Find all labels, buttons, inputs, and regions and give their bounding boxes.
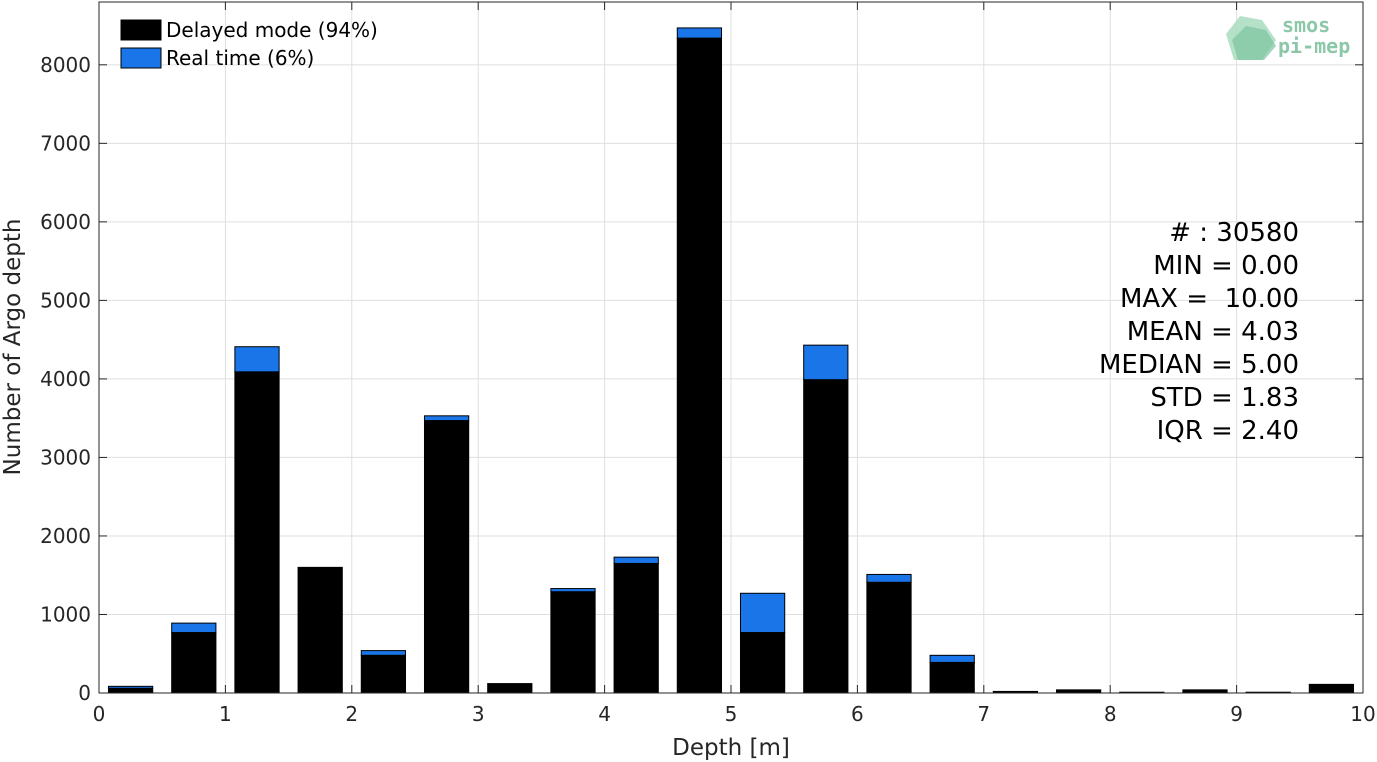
y-tick-label: 3000 bbox=[40, 445, 91, 469]
bar-delayed-mode bbox=[107, 687, 154, 694]
ticks: 0 1 2 3 4 5 6 7 8 9 10 0 1000 2000 3000 4000 5000 6000 700… bbox=[40, 2, 1376, 726]
bar-delayed-mode bbox=[676, 37, 723, 694]
bar-real-time bbox=[550, 588, 596, 593]
legend-label: Delayed mode (94%) bbox=[166, 18, 378, 42]
y-tick-label: 2000 bbox=[40, 524, 91, 548]
y-axis-title: Number of Argo depth bbox=[0, 219, 26, 476]
bar-delayed-mode bbox=[613, 562, 659, 694]
logo-line-1: smos bbox=[1282, 13, 1330, 37]
legend: Delayed mode (94%) Real time (6%) bbox=[120, 18, 378, 70]
bar-real-time bbox=[803, 344, 849, 381]
stat-line: MAX = 10.00 bbox=[1120, 284, 1299, 314]
logo-line-2: pi-mep bbox=[1278, 34, 1350, 58]
x-axis-title: Depth [m] bbox=[672, 735, 790, 761]
bar-real-time bbox=[739, 592, 786, 634]
y-tick-label: 4000 bbox=[40, 367, 91, 391]
bar-real-time bbox=[929, 654, 975, 663]
bar-real-time bbox=[171, 622, 217, 634]
bar-delayed-mode bbox=[487, 683, 533, 694]
y-tick-label: 5000 bbox=[40, 288, 91, 312]
y-tick-label: 0 bbox=[78, 681, 91, 705]
y-tick-label: 8000 bbox=[40, 53, 91, 77]
x-tick-label: 6 bbox=[851, 702, 864, 726]
grid bbox=[99, 2, 1363, 693]
legend-label: Real time (6%) bbox=[166, 46, 314, 70]
y-tick-label: 1000 bbox=[40, 602, 91, 626]
bar-real-time bbox=[866, 573, 912, 583]
bar-delayed-mode bbox=[550, 591, 596, 694]
bar-delayed-mode bbox=[360, 654, 407, 694]
x-tick-label: 8 bbox=[1104, 702, 1117, 726]
bar-delayed-mode bbox=[739, 632, 786, 694]
stat-line: IQR = 2.40 bbox=[1157, 416, 1299, 446]
bar-delayed-mode bbox=[866, 581, 912, 694]
stat-line: STD = 1.83 bbox=[1150, 383, 1299, 413]
logo-mark-icon bbox=[1226, 16, 1276, 60]
bars bbox=[107, 27, 1355, 694]
x-tick-label: 2 bbox=[345, 702, 358, 726]
logo: smos pi-mep bbox=[1226, 13, 1350, 60]
y-tick-label: 7000 bbox=[40, 131, 91, 155]
bar-delayed-mode bbox=[1308, 683, 1355, 694]
bar-real-time bbox=[107, 685, 154, 689]
x-tick-label: 9 bbox=[1230, 702, 1243, 726]
stat-line: # : 30580 bbox=[1169, 218, 1299, 248]
bar-real-time bbox=[613, 556, 659, 564]
x-tick-label: 1 bbox=[219, 702, 232, 726]
x-tick-label: 0 bbox=[93, 702, 106, 726]
bar-delayed-mode bbox=[423, 420, 470, 694]
x-tick-label: 7 bbox=[977, 702, 990, 726]
bar-real-time bbox=[360, 650, 407, 656]
x-tick-label: 4 bbox=[598, 702, 611, 726]
legend-swatch bbox=[120, 19, 162, 41]
bar-real-time bbox=[234, 346, 280, 373]
stat-line: MEAN = 4.03 bbox=[1127, 317, 1299, 347]
x-tick-label: 5 bbox=[725, 702, 738, 726]
stat-line: MIN = 0.00 bbox=[1153, 251, 1299, 281]
bar-delayed-mode bbox=[297, 566, 343, 694]
x-tick-label: 3 bbox=[472, 702, 485, 726]
legend-swatch bbox=[120, 47, 162, 69]
bar-real-time bbox=[676, 27, 723, 39]
bar-real-time bbox=[423, 415, 470, 422]
bar-delayed-mode bbox=[171, 632, 217, 694]
x-tick-label: 10 bbox=[1350, 702, 1375, 726]
y-tick-label: 6000 bbox=[40, 210, 91, 234]
bar-delayed-mode bbox=[234, 371, 280, 694]
bar-delayed-mode bbox=[929, 661, 975, 694]
bar-delayed-mode bbox=[803, 379, 849, 694]
stat-line: MEDIAN = 5.00 bbox=[1099, 350, 1299, 380]
